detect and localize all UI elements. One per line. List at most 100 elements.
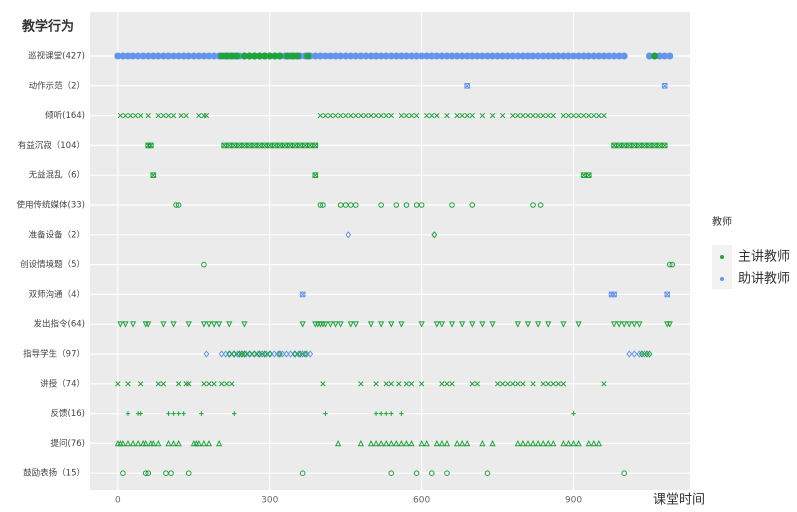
legend-label: 助讲教师 xyxy=(738,271,790,287)
point xyxy=(166,411,171,416)
point xyxy=(519,439,527,447)
point xyxy=(138,411,143,416)
point xyxy=(145,470,152,477)
point xyxy=(626,350,633,358)
point xyxy=(510,112,516,119)
point xyxy=(631,321,638,328)
y-tick-label: 准备设备（2） xyxy=(29,229,85,240)
point xyxy=(469,381,475,387)
point xyxy=(530,202,536,208)
point xyxy=(165,112,172,119)
point xyxy=(514,439,521,447)
point xyxy=(199,411,204,416)
y-tick-label: 使用传统媒体(33) xyxy=(17,200,85,211)
point xyxy=(535,112,541,119)
point xyxy=(601,381,607,387)
point xyxy=(403,439,410,447)
point xyxy=(125,381,131,387)
y-tick-label: 巡视课堂(427) xyxy=(28,51,85,62)
point xyxy=(444,470,450,477)
point xyxy=(396,381,402,387)
point xyxy=(147,142,154,149)
point xyxy=(585,172,592,178)
point xyxy=(408,112,415,119)
point xyxy=(327,321,334,328)
point xyxy=(186,381,192,387)
point xyxy=(489,321,496,328)
point xyxy=(312,142,319,149)
point xyxy=(251,350,258,358)
point xyxy=(363,112,369,119)
point xyxy=(176,411,181,416)
point xyxy=(320,202,326,208)
point xyxy=(464,83,471,89)
point xyxy=(510,381,516,387)
point xyxy=(229,381,235,387)
point xyxy=(418,202,425,208)
point xyxy=(175,381,182,387)
point xyxy=(205,439,213,447)
point xyxy=(155,381,162,387)
point xyxy=(178,112,184,119)
point xyxy=(292,350,299,358)
point xyxy=(433,439,440,447)
point xyxy=(398,321,405,328)
point xyxy=(120,470,126,477)
point xyxy=(621,321,628,328)
point xyxy=(474,381,480,387)
point xyxy=(327,112,334,119)
point xyxy=(540,381,546,387)
point xyxy=(294,52,302,60)
point xyxy=(181,411,186,416)
point xyxy=(413,112,420,119)
point xyxy=(646,350,653,358)
point xyxy=(514,321,521,328)
point xyxy=(127,112,134,119)
point xyxy=(317,202,324,208)
point xyxy=(449,202,455,208)
point xyxy=(348,112,354,119)
point xyxy=(500,112,506,119)
point xyxy=(173,202,179,208)
point xyxy=(224,381,230,387)
point xyxy=(545,112,551,119)
point xyxy=(185,470,192,477)
point xyxy=(195,439,202,447)
point xyxy=(515,112,521,119)
point xyxy=(611,291,617,298)
point xyxy=(246,350,253,358)
point xyxy=(241,321,248,328)
point xyxy=(666,321,673,328)
point xyxy=(203,112,210,119)
point xyxy=(575,321,582,328)
point xyxy=(489,112,496,119)
point xyxy=(537,202,544,208)
point xyxy=(469,321,476,328)
point xyxy=(388,381,394,387)
point xyxy=(595,439,602,447)
point xyxy=(666,261,673,268)
point xyxy=(433,321,440,328)
point xyxy=(439,381,445,387)
point xyxy=(505,381,511,387)
point xyxy=(378,439,385,447)
point xyxy=(408,439,415,447)
point xyxy=(276,350,283,358)
legend-key xyxy=(720,277,724,281)
point xyxy=(196,112,202,119)
point xyxy=(388,112,394,119)
point xyxy=(661,142,668,149)
point xyxy=(424,112,430,119)
point xyxy=(378,112,384,119)
point xyxy=(353,202,359,208)
point xyxy=(266,350,273,358)
point xyxy=(201,381,207,387)
point xyxy=(175,439,182,447)
point xyxy=(145,321,152,328)
point xyxy=(125,411,131,416)
point xyxy=(216,321,223,328)
point xyxy=(226,350,233,358)
point xyxy=(171,411,176,416)
x-tick-label: 900 xyxy=(565,496,582,506)
point xyxy=(160,381,167,387)
